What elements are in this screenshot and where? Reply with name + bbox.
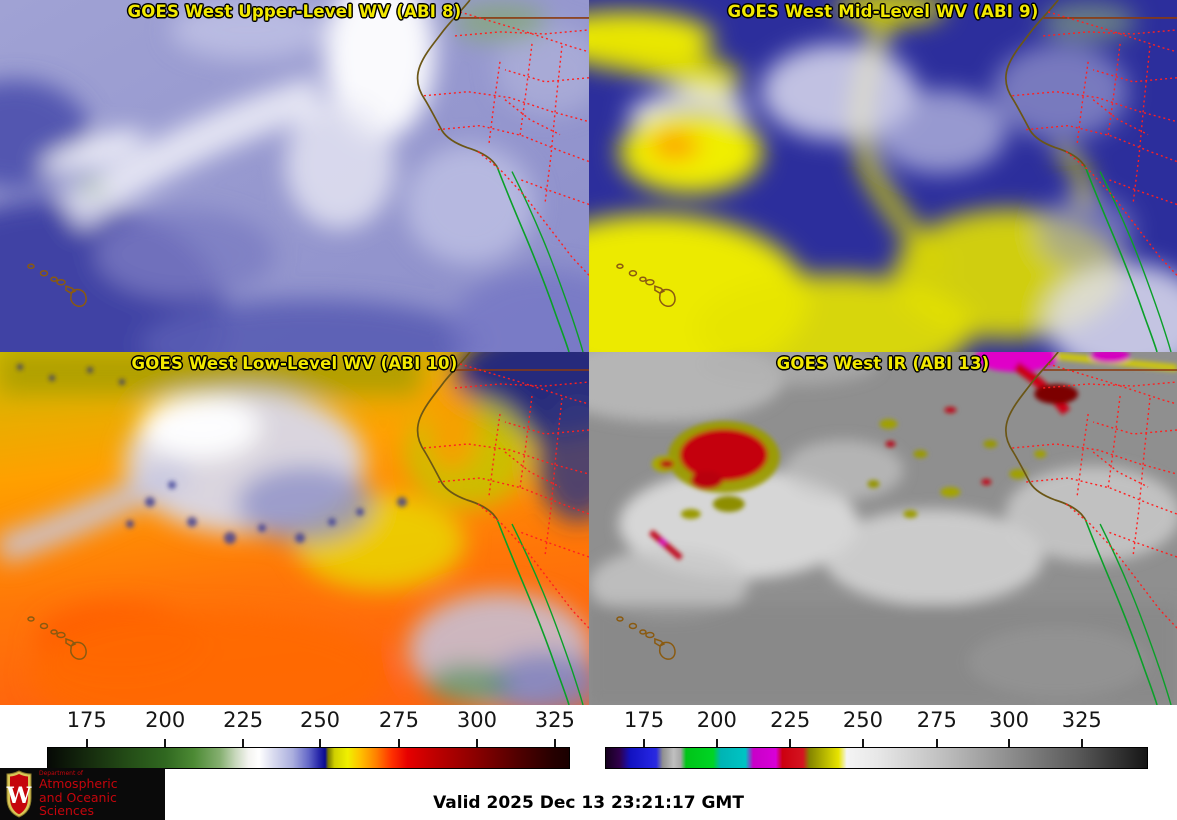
- valid-time-label: Valid 2025 Dec 13 23:21:17 GMT: [433, 793, 744, 813]
- colorbar-tick: [861, 739, 864, 747]
- colorbar-tick-label: 225: [770, 708, 811, 732]
- ir-colorbar: 175 200 225 250 275 300 325: [605, 708, 1148, 770]
- panel-mid-wv: GOES West Mid-Level WV (ABI 9): [589, 0, 1177, 352]
- panel-low-wv: GOES West Low-Level WV (ABI 10): [0, 352, 589, 705]
- colorbar-tick: [789, 739, 792, 747]
- colorbar-tick: [164, 739, 167, 747]
- colorbar-tick: [242, 739, 245, 747]
- colorbar-tick-label: 275: [378, 708, 420, 732]
- panel-ir: GOES West IR (ABI 13): [589, 352, 1177, 705]
- colorbar-tick: [85, 739, 88, 747]
- panel-grid: GOES West Upper-Level WV (ABI 8): [0, 0, 1177, 705]
- colorbar-tick: [397, 739, 400, 747]
- colorbar-tick: [553, 739, 556, 747]
- ir-image: [589, 352, 1177, 705]
- upper-wv-image: [0, 0, 589, 352]
- ir-colorbar-gradient: [605, 747, 1148, 769]
- colorbar-tick: [319, 739, 321, 747]
- colorbar-tick-label: 300: [456, 708, 497, 732]
- panel-title-ir: GOES West IR (ABI 13): [776, 354, 990, 373]
- colorbar-tick-label: 325: [534, 708, 575, 732]
- colorbar-tick: [935, 739, 938, 747]
- colorbar-tick-label: 225: [223, 708, 264, 732]
- low-wv-image: [0, 352, 589, 705]
- crest-letter: W: [6, 783, 32, 809]
- colorbar-tick-label: 325: [1061, 708, 1102, 732]
- colorbar-tick-label: 200: [696, 708, 737, 732]
- colorbar-tick: [475, 739, 478, 747]
- panel-title-upper-wv: GOES West Upper-Level WV (ABI 8): [127, 2, 462, 21]
- logo-text: Department of Atmospheric and Oceanic Sc…: [39, 770, 165, 818]
- colorbar-tick-label: 275: [916, 708, 957, 732]
- logo-department-line: Department of: [39, 770, 83, 778]
- colorbar-tick-label: 200: [145, 708, 186, 732]
- colorbar-tick-label: 300: [988, 708, 1030, 732]
- colorbar-tick-label: 250: [299, 708, 341, 732]
- panel-upper-wv: GOES West Upper-Level WV (ABI 8): [0, 0, 589, 352]
- panel-title-low-wv: GOES West Low-Level WV (ABI 10): [131, 354, 458, 373]
- wv-colorbar: 175 200 225 250 275 300 325: [47, 708, 575, 770]
- colorbar-tick: [1080, 739, 1083, 747]
- colorbar-tick: [715, 739, 718, 747]
- colorbar-tick-label: 175: [66, 708, 107, 732]
- panel-title-mid-wv: GOES West Mid-Level WV (ABI 9): [727, 2, 1039, 21]
- uw-aos-logo: W Department of Atmospheric and Oceanic …: [0, 768, 165, 820]
- colorbar-tick-label: 250: [842, 708, 883, 732]
- mid-wv-image: [589, 0, 1177, 352]
- logo-line-1: Atmospheric: [39, 776, 118, 792]
- colorbar-tick: [643, 739, 646, 747]
- colorbar-tick-label: 175: [624, 708, 665, 732]
- footer-strip: 175 200 225 250 275 300 325 175 200 225 …: [0, 705, 1177, 820]
- wv-colorbar-gradient: [47, 747, 570, 769]
- logo-line-2: and Oceanic Sciences: [39, 789, 117, 818]
- uw-crest-icon: W: [6, 770, 32, 818]
- colorbar-tick: [1007, 739, 1010, 747]
